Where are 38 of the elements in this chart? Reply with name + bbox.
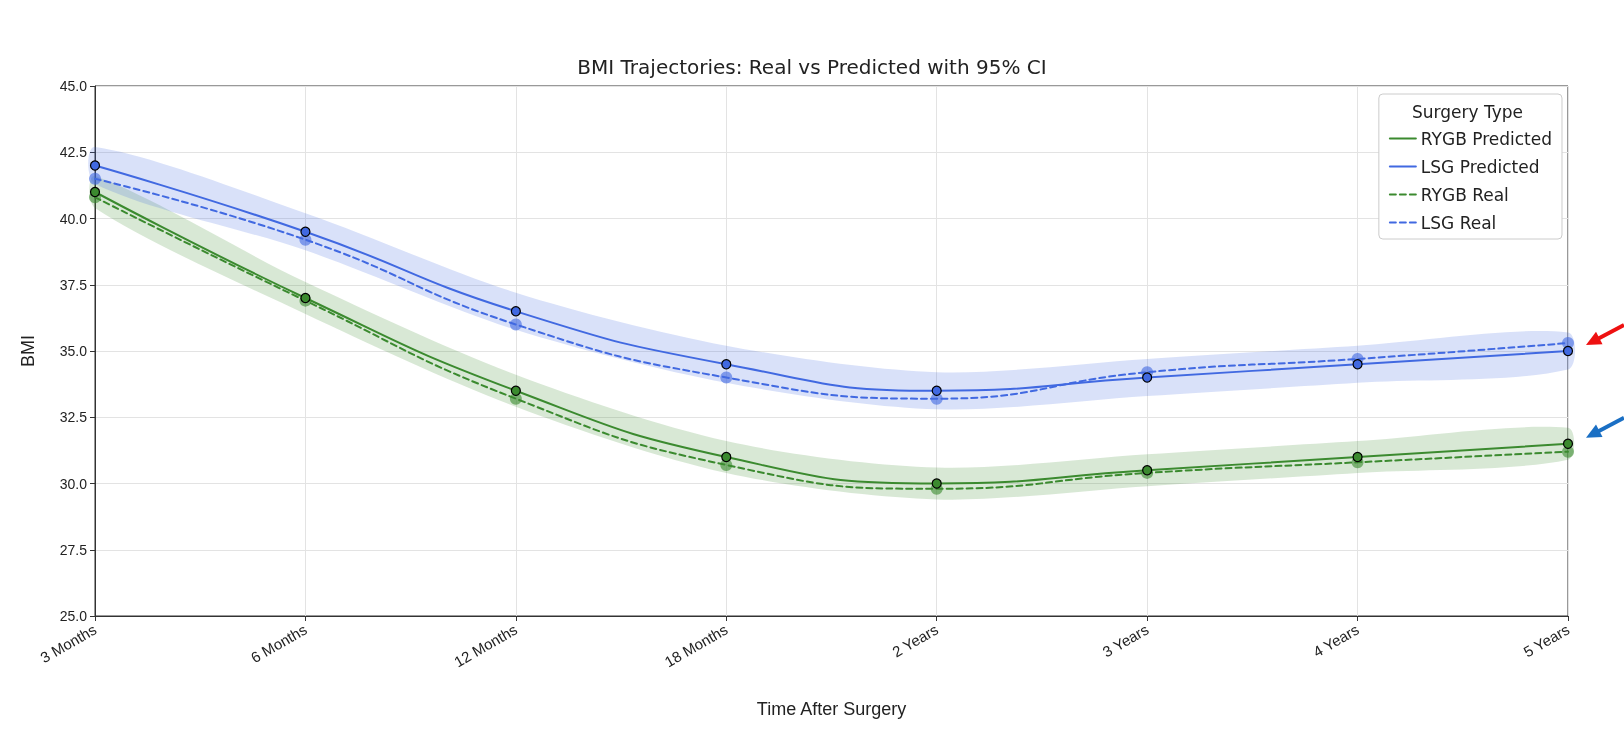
point	[931, 478, 942, 489]
point	[1142, 372, 1153, 383]
y-tick-label: 35.0	[59, 343, 88, 359]
y-tick-label: 27.5	[59, 541, 88, 558]
x-tick-label: 4 Years	[1310, 620, 1362, 661]
point	[89, 186, 101, 198]
legend-title: Surgery Type	[1411, 101, 1524, 122]
x-tick-label: 3 Years	[1099, 620, 1152, 661]
legend-label: LSG Predicted	[1420, 156, 1540, 177]
point	[1352, 359, 1363, 370]
point	[510, 385, 521, 396]
x-tick-label: 5 Years	[1520, 620, 1573, 661]
x-tick-label: 2 Years	[889, 620, 941, 661]
y-axis-title: BMI	[18, 334, 38, 368]
point	[721, 359, 732, 370]
point	[721, 451, 732, 463]
y-tick-label: 37.5	[59, 276, 88, 293]
point	[1562, 438, 1574, 449]
y-tick-label: 40.0	[59, 210, 88, 227]
y-tick-label: 30.0	[59, 475, 88, 492]
x-axis-title: Time After Surgery	[756, 699, 907, 719]
point	[510, 306, 521, 317]
point	[1562, 345, 1574, 357]
point	[300, 226, 311, 237]
legend-label: RYGB Real	[1420, 184, 1509, 205]
point	[509, 318, 522, 331]
legend-label: RYGB Predicted	[1420, 128, 1552, 149]
y-tick-label: 32.5	[59, 409, 88, 426]
point	[89, 172, 101, 185]
y-tick-label: 25.0	[59, 608, 88, 624]
chart-title: BMI Trajectories: Real vs Predicted with 95% CI	[577, 55, 1047, 79]
y-tick-label: 42.5	[59, 144, 88, 161]
point	[720, 371, 733, 384]
point	[89, 160, 101, 171]
y-tick-label: 45.0	[59, 78, 88, 94]
point	[1352, 451, 1363, 463]
legend-label: LSG Real	[1420, 212, 1497, 233]
point	[931, 385, 942, 396]
